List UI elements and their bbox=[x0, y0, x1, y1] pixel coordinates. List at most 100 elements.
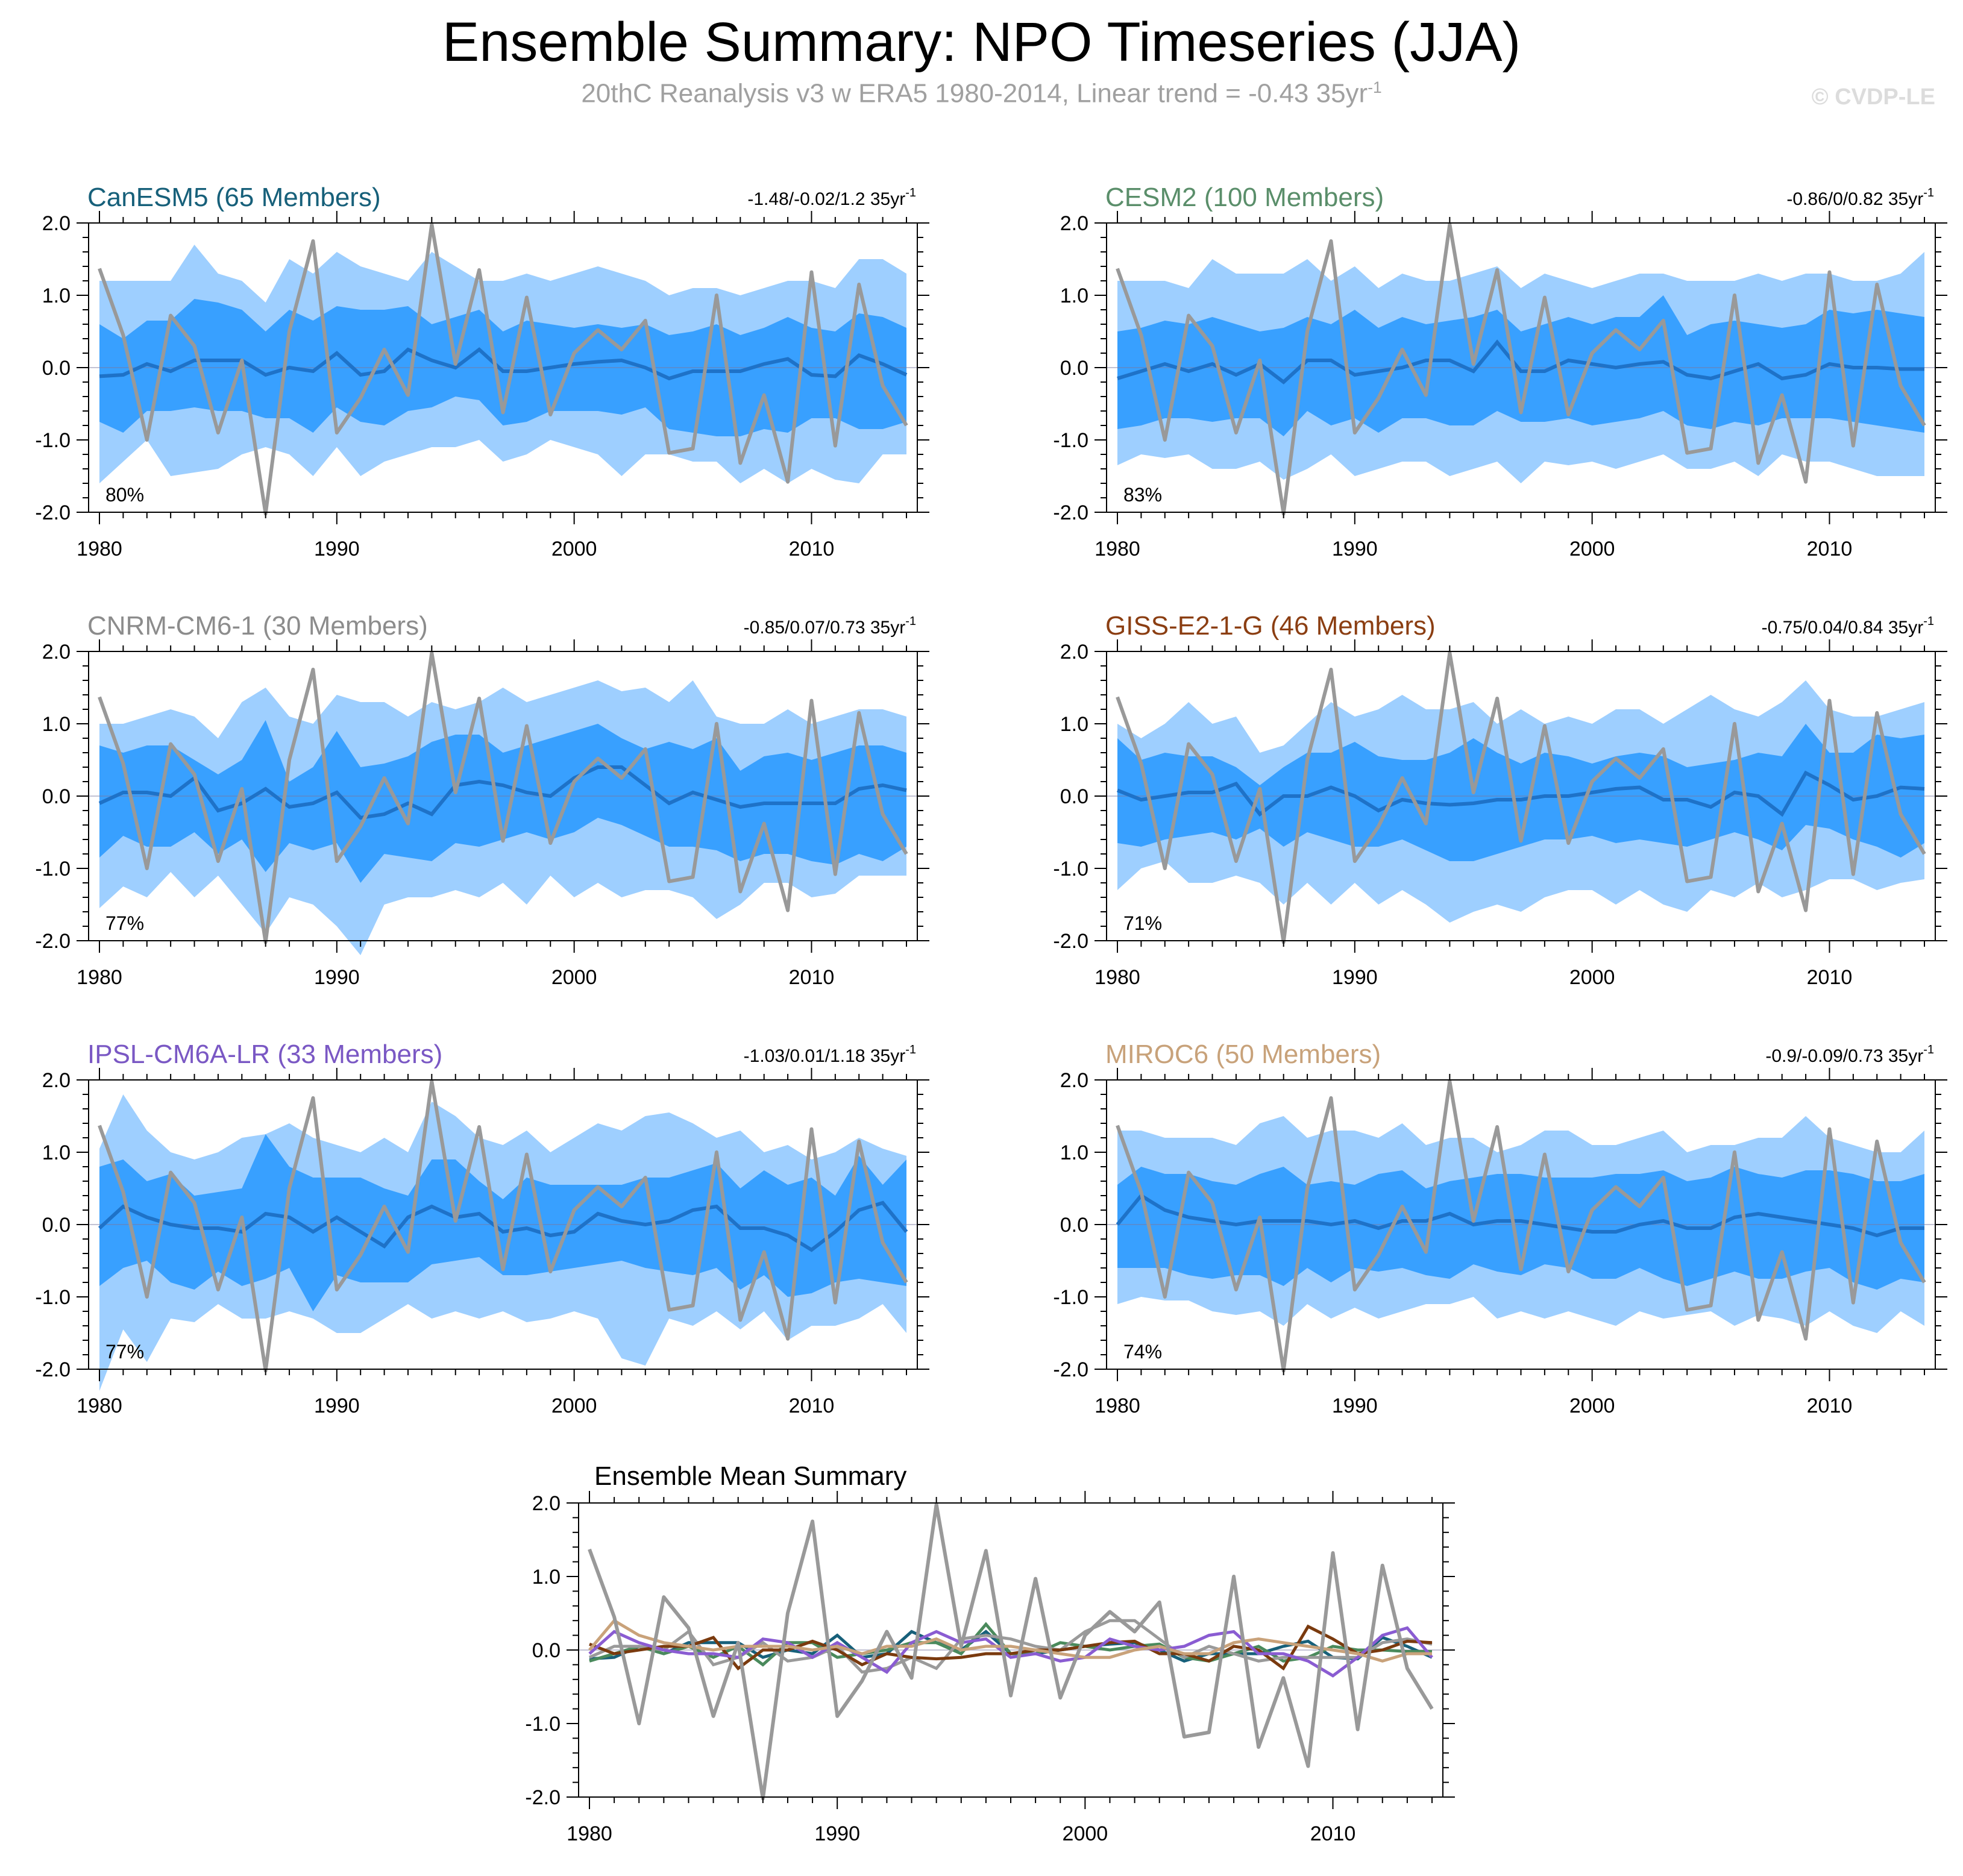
y-tick-label: 0.0 bbox=[1060, 357, 1088, 380]
trend-label: -0.75/0.04/0.84 35yr-1 bbox=[1762, 615, 1934, 638]
ensemble-mean-line bbox=[98, 765, 907, 820]
y-tick-label: 2.0 bbox=[42, 1069, 71, 1092]
subtitle-text: 20thC Reanalysis v3 w ERA5 1980-2014, Li… bbox=[581, 78, 1368, 108]
trend-label: -0.86/0/0.82 35yr-1 bbox=[1786, 186, 1934, 209]
ensemble-mean-line bbox=[1116, 770, 1925, 817]
observed-line bbox=[98, 1079, 908, 1373]
x-tick-label: 1990 bbox=[1332, 966, 1378, 989]
ensemble-mean-line bbox=[1116, 1193, 1924, 1238]
y-tick-label: 1.0 bbox=[1060, 284, 1088, 307]
y-tick-label: 0.0 bbox=[42, 785, 71, 808]
y-tick-label: 2.0 bbox=[1060, 1069, 1088, 1092]
trend-label: -0.9/-0.09/0.73 35yr-1 bbox=[1765, 1043, 1934, 1066]
y-tick-label: 0.0 bbox=[1060, 785, 1088, 808]
percent-label: 77% bbox=[105, 912, 144, 934]
x-tick-label: 2000 bbox=[1569, 1394, 1615, 1417]
ensemble-mean-line bbox=[98, 1200, 908, 1252]
x-tick-label: 2000 bbox=[1063, 1822, 1108, 1845]
x-tick-label: 1980 bbox=[1095, 966, 1140, 989]
y-tick-label: -2.0 bbox=[1053, 501, 1088, 524]
subtitle: 20thC Reanalysis v3 w ERA5 1980-2014, Li… bbox=[0, 78, 1963, 109]
chart-panel-4: GISS-E2-1-G (46 Members) -0.75/0.04/0.84 … bbox=[1053, 611, 1947, 989]
y-tick-label: 1.0 bbox=[42, 713, 71, 736]
x-tick-label: 2010 bbox=[1310, 1822, 1356, 1845]
x-tick-label: 1980 bbox=[1095, 538, 1140, 560]
y-tick-label: -1.0 bbox=[1053, 858, 1088, 880]
y-tick-label: 1.0 bbox=[1060, 1141, 1088, 1164]
trend-label-superscript: -1 bbox=[905, 1043, 916, 1056]
y-tick-label: -1.0 bbox=[1053, 1286, 1088, 1309]
y-tick-label: 1.0 bbox=[1060, 713, 1088, 736]
y-tick-label: 1.0 bbox=[532, 1566, 561, 1589]
x-tick-label: 1990 bbox=[314, 538, 360, 560]
x-tick-label: 2010 bbox=[1807, 538, 1853, 560]
y-tick-label: -2.0 bbox=[1053, 930, 1088, 953]
model-mean-line-4 bbox=[589, 1624, 1433, 1671]
x-tick-label: 1990 bbox=[314, 966, 360, 989]
x-tick-label: 2010 bbox=[789, 966, 835, 989]
observed-line bbox=[1116, 651, 1926, 944]
x-tick-label: 1980 bbox=[1095, 1394, 1140, 1417]
ensemble-mean-line bbox=[1117, 339, 1924, 384]
panel-title: MIROC6 (50 Members) bbox=[1105, 1040, 1381, 1069]
percent-label: 71% bbox=[1123, 912, 1162, 934]
y-tick-label: -1.0 bbox=[35, 1286, 71, 1309]
x-tick-label: 1990 bbox=[314, 1394, 360, 1417]
x-tick-label: 2000 bbox=[1569, 966, 1615, 989]
y-tick-label: -1.0 bbox=[35, 429, 71, 452]
x-tick-label: 2000 bbox=[551, 966, 597, 989]
y-tick-label: 0.0 bbox=[532, 1639, 561, 1662]
x-tick-label: 2010 bbox=[1807, 1394, 1853, 1417]
x-tick-label: 1990 bbox=[1332, 538, 1378, 560]
trend-label-text: -0.86/0/0.82 35yr bbox=[1786, 189, 1923, 209]
x-tick-label: 1990 bbox=[1332, 1394, 1378, 1417]
y-tick-label: -2.0 bbox=[35, 501, 71, 524]
y-tick-label: 0.0 bbox=[42, 357, 71, 380]
percent-label: 77% bbox=[105, 1341, 144, 1363]
y-tick-label: 2.0 bbox=[1060, 212, 1088, 235]
percent-label: 80% bbox=[105, 484, 144, 506]
trend-label: -1.03/0.01/1.18 35yr-1 bbox=[744, 1043, 916, 1066]
percent-label: 83% bbox=[1123, 484, 1162, 506]
panel-title: CanESM5 (65 Members) bbox=[87, 183, 381, 212]
percent-label: 74% bbox=[1123, 1341, 1162, 1363]
y-tick-label: 2.0 bbox=[42, 212, 71, 235]
page-title: Ensemble Summary: NPO Timeseries (JJA) bbox=[442, 11, 1521, 73]
chart-panel-7: Ensemble Mean Summary 2.0 1.0 0.0 -1.0 -2.0 19… bbox=[525, 1461, 1455, 1845]
panel-title: GISS-E2-1-G (46 Members) bbox=[1105, 611, 1436, 641]
y-tick-label: 0.0 bbox=[1060, 1214, 1088, 1237]
watermark: © CVDP-LE bbox=[1811, 84, 1935, 110]
inner-range-band bbox=[1117, 724, 1924, 861]
chart-panel-3: CNRM-CM6-1 (30 Members) -0.85/0.07/0.73 3… bbox=[35, 611, 929, 989]
observed-line bbox=[588, 1502, 1434, 1801]
x-tick-label: 1980 bbox=[567, 1822, 612, 1845]
x-tick-label: 2000 bbox=[551, 538, 597, 560]
inner-range-band bbox=[99, 1134, 906, 1311]
x-tick-label: 2010 bbox=[789, 1394, 835, 1417]
observed-line bbox=[98, 222, 908, 516]
panel-title: IPSL-CM6A-LR (33 Members) bbox=[87, 1040, 442, 1069]
panel-title: Ensemble Mean Summary bbox=[594, 1461, 906, 1491]
inner-range-band bbox=[1117, 1167, 1924, 1290]
y-tick-label: 1.0 bbox=[42, 284, 71, 307]
trend-label-text: -1.48/-0.02/1.2 35yr bbox=[747, 189, 905, 209]
x-tick-label: 2010 bbox=[789, 538, 835, 560]
ensemble-mean-line bbox=[99, 347, 908, 381]
observed-line bbox=[98, 651, 908, 944]
trend-label-superscript: -1 bbox=[905, 186, 916, 199]
y-tick-label: 2.0 bbox=[42, 641, 71, 664]
inner-range-band bbox=[1117, 295, 1924, 436]
y-tick-label: 1.0 bbox=[42, 1141, 71, 1164]
x-tick-label: 1990 bbox=[814, 1822, 860, 1845]
trend-label-superscript: -1 bbox=[1923, 186, 1934, 199]
x-tick-label: 1980 bbox=[77, 966, 122, 989]
trend-label-text: -0.75/0.04/0.84 35yr bbox=[1762, 618, 1924, 638]
panel-title: CESM2 (100 Members) bbox=[1105, 183, 1384, 212]
y-tick-label: -2.0 bbox=[35, 930, 71, 953]
model-mean-line-6 bbox=[588, 1618, 1432, 1663]
observed-line bbox=[1116, 1079, 1926, 1373]
y-tick-label: 0.0 bbox=[42, 1214, 71, 1237]
y-tick-label: -1.0 bbox=[35, 858, 71, 880]
panel-title: CNRM-CM6-1 (30 Members) bbox=[87, 611, 428, 641]
